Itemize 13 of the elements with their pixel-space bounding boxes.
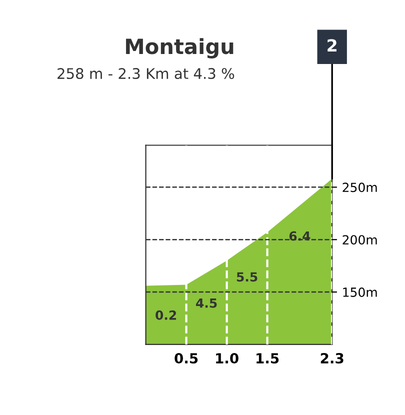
chart-title: Montaigu bbox=[126, 38, 234, 58]
y-tick-label: 200m bbox=[342, 235, 377, 245]
annotation: 0.2 bbox=[156, 310, 176, 320]
annotation: 4.5 bbox=[196, 298, 217, 308]
annotation: 5.5 bbox=[236, 272, 258, 282]
x-tick-label: 2.3 bbox=[320, 353, 344, 364]
x-tick-label: 0.5 bbox=[174, 353, 198, 364]
x-tick-label: 1.0 bbox=[216, 353, 238, 364]
chart-subtitle: 258 m - 2.3 Km at 4.3 % bbox=[58, 68, 234, 80]
y-tick-label: 250m bbox=[342, 182, 377, 192]
y-tick-label: 150m bbox=[343, 288, 377, 297]
x-tick-label: 1.5 bbox=[256, 353, 279, 364]
annotation: 2 bbox=[328, 39, 336, 52]
